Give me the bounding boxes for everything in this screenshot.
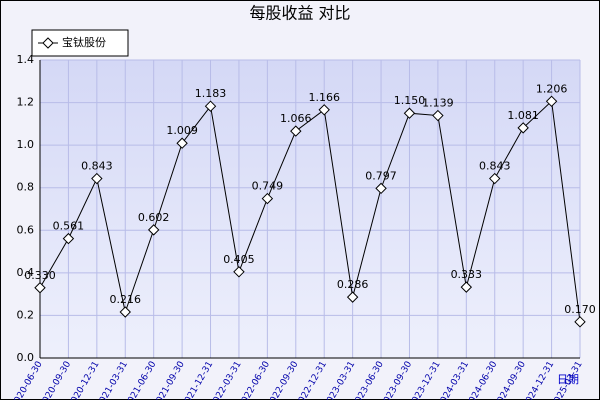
data-point <box>545 95 558 108</box>
data-point <box>290 125 302 137</box>
data-label: 1.150 <box>394 94 426 107</box>
legend: 宝钛股份 <box>31 29 129 57</box>
y-tick-label: 1.2 <box>17 96 35 109</box>
data-point <box>489 172 501 185</box>
y-tick-label: 0.8 <box>17 181 35 194</box>
data-label: 0.216 <box>110 293 142 306</box>
data-label: 1.183 <box>195 87 227 100</box>
data-point <box>460 281 473 293</box>
data-label: 0.405 <box>223 253 255 266</box>
data-label: 1.066 <box>280 112 312 125</box>
data-point <box>574 316 586 328</box>
data-point <box>34 282 46 294</box>
data-point <box>261 192 274 205</box>
data-point <box>233 266 245 278</box>
data-label: 0.170 <box>564 303 596 316</box>
data-label: 0.561 <box>53 220 85 233</box>
y-tick-label: 1.0 <box>17 138 35 151</box>
y-tick-label: 1.4 <box>17 53 35 66</box>
data-point <box>91 172 103 185</box>
data-point <box>403 107 416 119</box>
data-label: 0.843 <box>479 160 511 173</box>
y-tick-label: 0.2 <box>17 308 35 321</box>
data-point <box>346 291 359 303</box>
y-tick-label: 0.6 <box>17 223 35 236</box>
x-axis-label: 日期 <box>557 373 579 386</box>
series-line <box>39 100 581 322</box>
data-point <box>147 224 160 236</box>
data-point <box>119 306 131 318</box>
legend-label: 宝钛股份 <box>62 35 106 49</box>
data-label: 0.843 <box>81 160 113 173</box>
plot-area <box>40 60 580 358</box>
y-tick-label: 0.0 <box>17 351 35 364</box>
data-label: 0.797 <box>365 169 397 182</box>
y-tick-label: 0.4 <box>17 266 35 279</box>
data-point <box>204 100 217 112</box>
data-label: 0.602 <box>138 211 170 224</box>
data-point <box>176 137 188 149</box>
data-label: 1.081 <box>507 109 539 122</box>
data-label: 1.166 <box>308 91 340 104</box>
chart-title: 每股收益 对比 <box>249 4 350 23</box>
data-label: 0.333 <box>451 268 483 281</box>
data-label: 0.286 <box>337 278 369 291</box>
data-label: 0.749 <box>252 180 284 193</box>
legend-marker <box>42 37 54 49</box>
data-label: 1.139 <box>422 97 454 110</box>
data-point <box>318 104 330 116</box>
data-point <box>432 109 444 122</box>
data-label: 1.206 <box>536 82 568 95</box>
data-point <box>375 182 387 195</box>
data-label: 0.330 <box>24 269 56 282</box>
data-point <box>62 232 75 245</box>
data-point <box>517 122 529 134</box>
data-label: 1.009 <box>166 124 198 137</box>
